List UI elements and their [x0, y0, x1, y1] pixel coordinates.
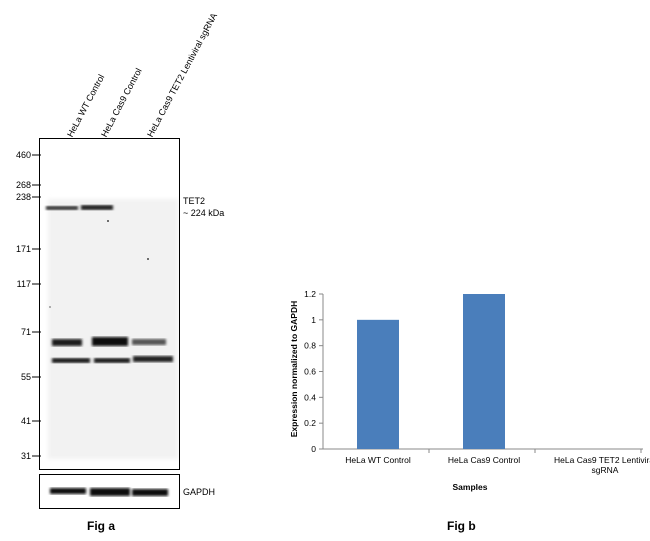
y-axis-label: Expression normalized to GAPDH: [289, 301, 299, 438]
marker-268: 268: [15, 180, 31, 190]
marker-117: 117: [16, 279, 31, 289]
marker-238: 238: [15, 192, 31, 202]
marker-ticks: [32, 154, 41, 457]
x-category-label: HeLa WT Control: [345, 455, 411, 465]
chart-ticks: 0 0.2 0.4 0.6 0.8 1 1.2: [304, 289, 642, 454]
marker-460: 460: [15, 150, 31, 160]
y-tick-label: 1.2: [304, 289, 316, 299]
band-65-lane3: [132, 339, 166, 345]
tet2-label: TET2: [183, 196, 206, 206]
chart-bars: [357, 294, 505, 449]
band-65-lane2: [92, 337, 128, 346]
y-tick-label: 0.8: [304, 341, 316, 351]
blot-membrane: [39, 138, 180, 470]
y-tick-label: 0.4: [304, 392, 316, 402]
band-60-lane3: [133, 356, 173, 362]
band-60-lane2: [94, 358, 130, 363]
band-65-lane1: [52, 339, 82, 346]
gapdh-band-lane1: [50, 488, 86, 494]
fig-a-caption: Fig a: [87, 519, 116, 533]
x-category-label: HeLa Cas9 TET2 Lentiviral: [554, 455, 650, 465]
marker-31: 31: [20, 451, 31, 461]
gapdh-blot: [39, 474, 180, 509]
lane-label-1: HeLa WT Control: [65, 72, 107, 139]
marker-171: 171: [15, 244, 31, 254]
bar-chart: 0 0.2 0.4 0.6 0.8 1 1.2 HeLa WT Control HeLa Ca…: [289, 289, 650, 492]
y-tick-label: 1: [311, 315, 316, 325]
gapdh-band-lane3: [132, 489, 168, 496]
chart-categories: HeLa WT Control HeLa Cas9 Control HeLa Cas…: [345, 455, 650, 475]
y-tick-label: 0: [311, 444, 316, 454]
x-category-label: sgRNA: [592, 465, 619, 475]
marker-55: 55: [20, 372, 31, 382]
band-tet2-lane2: [81, 205, 113, 210]
gapdh-label: GAPDH: [183, 487, 216, 497]
band-tet2-lane1: [46, 206, 78, 210]
fig-b-caption: Fig b: [447, 519, 476, 533]
tet2-size-label: ~ 224 kDa: [183, 208, 225, 218]
y-tick-label: 0.2: [304, 418, 316, 428]
marker-71: 71: [20, 327, 31, 337]
y-tick-label: 0.6: [304, 367, 316, 377]
x-axis-label: Samples: [453, 482, 488, 492]
bar: [463, 294, 505, 449]
bar: [357, 319, 399, 449]
marker-41: 41: [20, 416, 31, 426]
band-60-lane1: [52, 358, 90, 363]
x-category-label: HeLa Cas9 Control: [448, 455, 520, 465]
gapdh-bands: [50, 488, 168, 496]
lane-label-3: HeLa Cas9 TET2 Lentiviral sgRNA: [145, 11, 220, 139]
gapdh-band-lane2: [90, 488, 130, 496]
blot-bands: [46, 199, 178, 459]
